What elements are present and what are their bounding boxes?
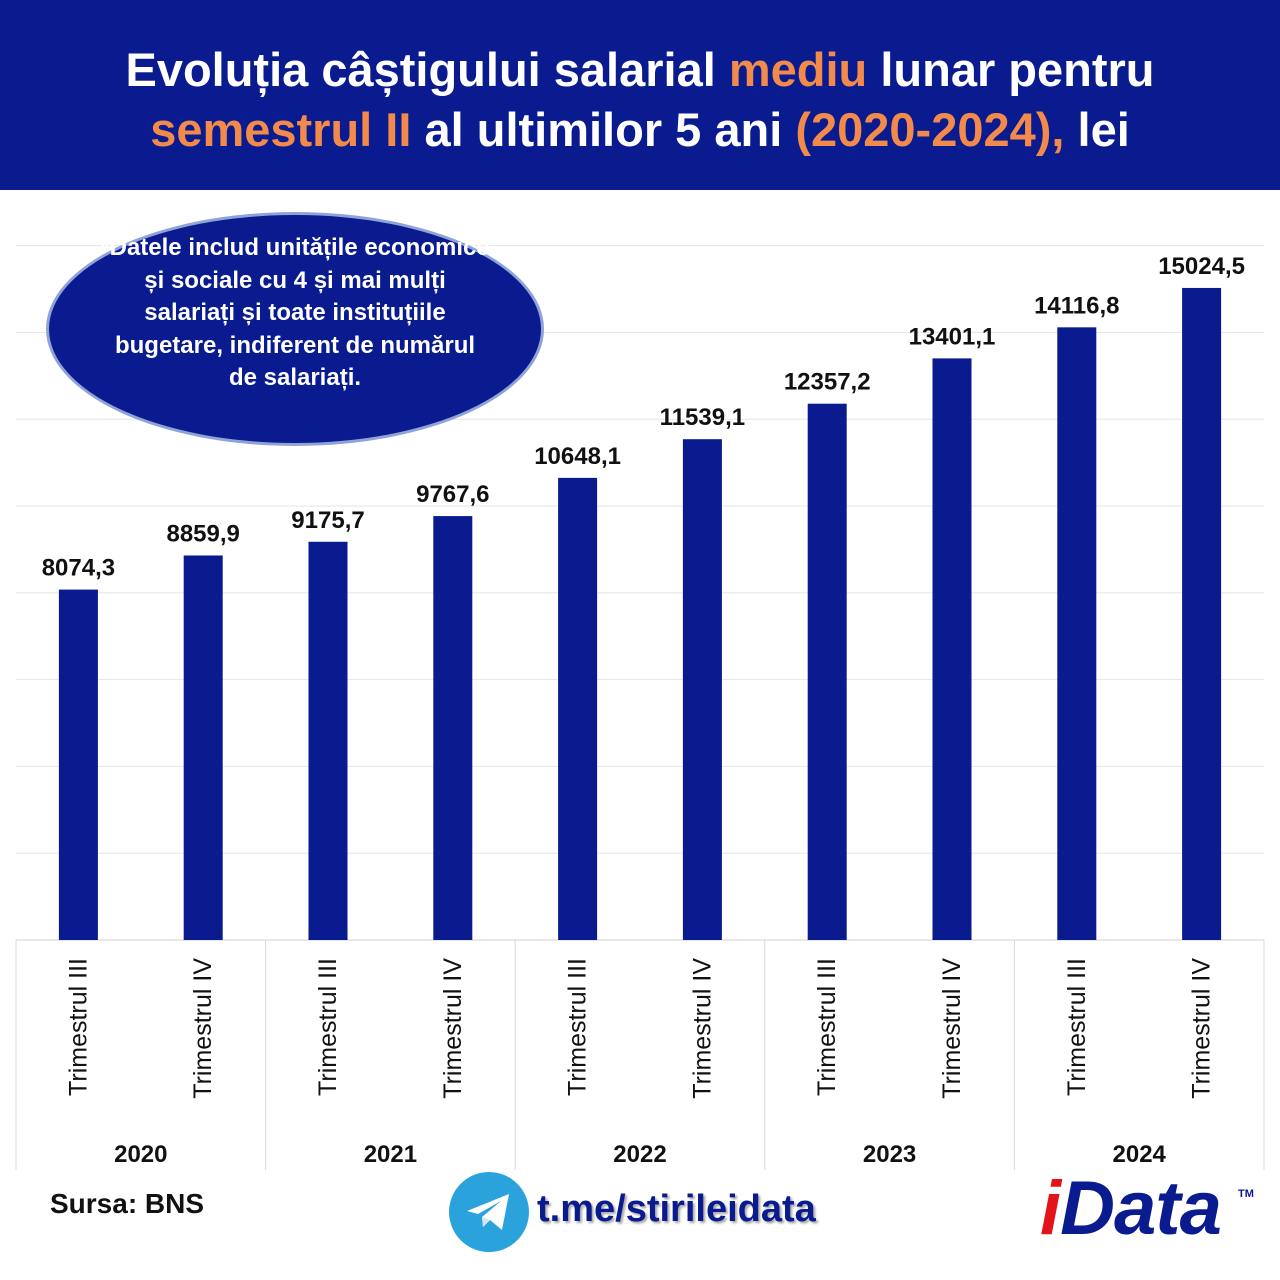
data-label: 11539,1 — [660, 404, 745, 431]
logo-trademark: TM — [1238, 1188, 1254, 1200]
x-tick-label: Trimestrul IV — [439, 958, 467, 1099]
idata-logo: iData — [1040, 1165, 1222, 1252]
bar — [308, 541, 348, 940]
year-label: 2021 — [364, 1141, 417, 1168]
data-label: 14116,8 — [1034, 292, 1119, 319]
bar — [932, 358, 972, 940]
x-tick-label: Trimestrul III — [564, 958, 592, 1096]
x-tick-label: Trimestrul III — [813, 958, 841, 1096]
telegram-link[interactable]: t.me/stirileidata — [537, 1188, 816, 1230]
data-label: 12357,2 — [784, 369, 871, 396]
x-tick-label: Trimestrul III — [314, 958, 342, 1096]
bar — [58, 589, 98, 940]
note-ellipse — [46, 212, 544, 446]
title-highlight: semestrul II — [150, 103, 412, 156]
x-tick-label: Trimestrul III — [1063, 958, 1091, 1096]
data-label: 9767,6 — [416, 481, 489, 508]
year-label: 2023 — [863, 1141, 916, 1168]
data-label: 10648,1 — [534, 443, 621, 470]
bar — [682, 439, 722, 940]
bar-chart: 8074,3 Trimestrul III 8859,9 Trimestrul IV 2… — [15, 245, 1265, 1170]
logo-i: i — [1040, 1166, 1061, 1251]
data-label: 8859,9 — [166, 520, 239, 547]
x-tick-label: Trimestrul IV — [688, 958, 716, 1099]
source-label: Sursa: BNS — [50, 1188, 205, 1219]
bar — [807, 403, 847, 940]
x-tick-label: Trimestrul III — [64, 958, 92, 1096]
title-text: lunar pentru — [867, 43, 1155, 96]
year-label: 2020 — [114, 1141, 167, 1168]
data-label: 9175,7 — [291, 507, 364, 534]
title-text: Evoluția câștigului salarial — [125, 43, 729, 96]
x-tick-label: Trimestrul IV — [189, 958, 217, 1099]
title-text: lei — [1064, 103, 1130, 156]
telegram-icon[interactable] — [449, 1172, 529, 1252]
title-highlight: mediu — [728, 43, 868, 96]
bar — [1057, 327, 1097, 940]
chart-title: Evoluția câștigului salarial mediu lunar… — [40, 40, 1240, 160]
bar — [183, 555, 223, 940]
data-label: 13401,1 — [909, 323, 996, 350]
bar — [1182, 287, 1222, 940]
x-tick-label: Trimestrul IV — [938, 958, 966, 1099]
x-tick-label: Trimestrul IV — [1188, 958, 1216, 1099]
data-label: 8074,3 — [42, 555, 115, 582]
year-label: 2024 — [1113, 1141, 1167, 1168]
header-banner: Evoluția câștigului salarial mediu lunar… — [0, 0, 1280, 190]
data-label: 15024,5 — [1158, 253, 1245, 280]
title-text: al ultimilor 5 ani — [411, 103, 796, 156]
note-text: *Datele includ unitățile economice și so… — [100, 234, 490, 391]
year-label: 2022 — [613, 1141, 666, 1168]
bar — [433, 516, 473, 940]
bar — [558, 477, 598, 940]
logo-data: Data — [1060, 1166, 1222, 1251]
title-highlight: (2020-2024), — [795, 103, 1065, 156]
